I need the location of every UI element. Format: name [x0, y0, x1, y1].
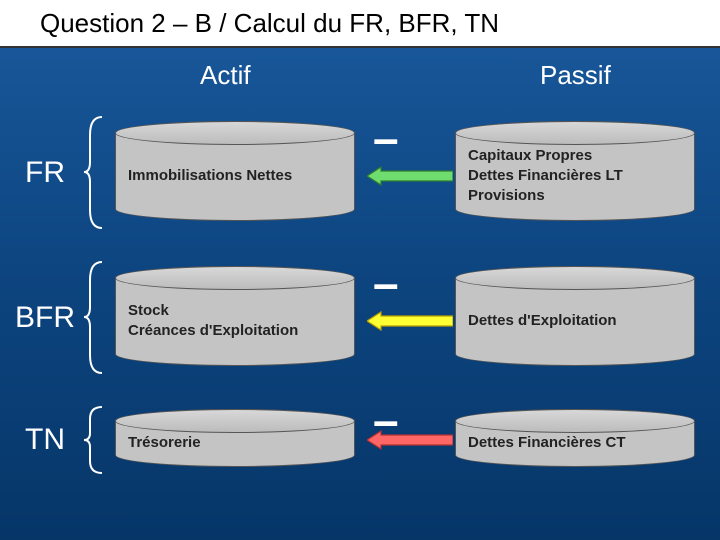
row-label-fr: FR	[10, 156, 80, 190]
brace-fr	[82, 115, 104, 230]
row-fr: FR Immobilisations Nettes – Capitaux Pro…	[0, 115, 720, 230]
column-header-passif: Passif	[540, 60, 611, 91]
arrow-bfr	[367, 310, 453, 332]
cylinder-fr-passif: Capitaux Propres Dettes Financières LT P…	[455, 121, 695, 221]
cylinder-tn-actif-text: Trésorerie	[128, 433, 201, 453]
row-label-bfr: BFR	[10, 301, 80, 335]
arrow-tn	[367, 429, 453, 451]
cylinder-tn-passif: Dettes Financières CT	[455, 409, 695, 467]
brace-tn	[82, 405, 104, 475]
row-tn: TN Trésorerie – Dettes Financières CT	[0, 405, 720, 475]
cylinder-bfr-actif-text: Stock Créances d'Exploitation	[128, 301, 298, 342]
cylinder-tn-passif-text: Dettes Financières CT	[468, 433, 626, 453]
cylinder-bfr-passif-text: Dettes d'Exploitation	[468, 311, 617, 331]
arrow-fr	[367, 165, 453, 187]
row-label-tn: TN	[10, 423, 80, 457]
cylinder-fr-passif-text: Capitaux Propres Dettes Financières LT P…	[468, 146, 623, 207]
title-bar: Question 2 – B / Calcul du FR, BFR, TN	[0, 0, 720, 48]
minus-bfr: –	[373, 260, 399, 306]
cylinder-bfr-actif: Stock Créances d'Exploitation	[115, 266, 355, 366]
page-title: Question 2 – B / Calcul du FR, BFR, TN	[40, 8, 499, 39]
column-header-actif: Actif	[200, 60, 251, 91]
cylinder-bfr-passif: Dettes d'Exploitation	[455, 266, 695, 366]
minus-fr: –	[373, 115, 399, 161]
cylinder-fr-actif-text: Immobilisations Nettes	[128, 166, 292, 186]
cylinder-tn-actif: Trésorerie	[115, 409, 355, 467]
brace-bfr	[82, 260, 104, 375]
cylinder-fr-actif: Immobilisations Nettes	[115, 121, 355, 221]
row-bfr: BFR Stock Créances d'Exploitation – Dett…	[0, 260, 720, 375]
